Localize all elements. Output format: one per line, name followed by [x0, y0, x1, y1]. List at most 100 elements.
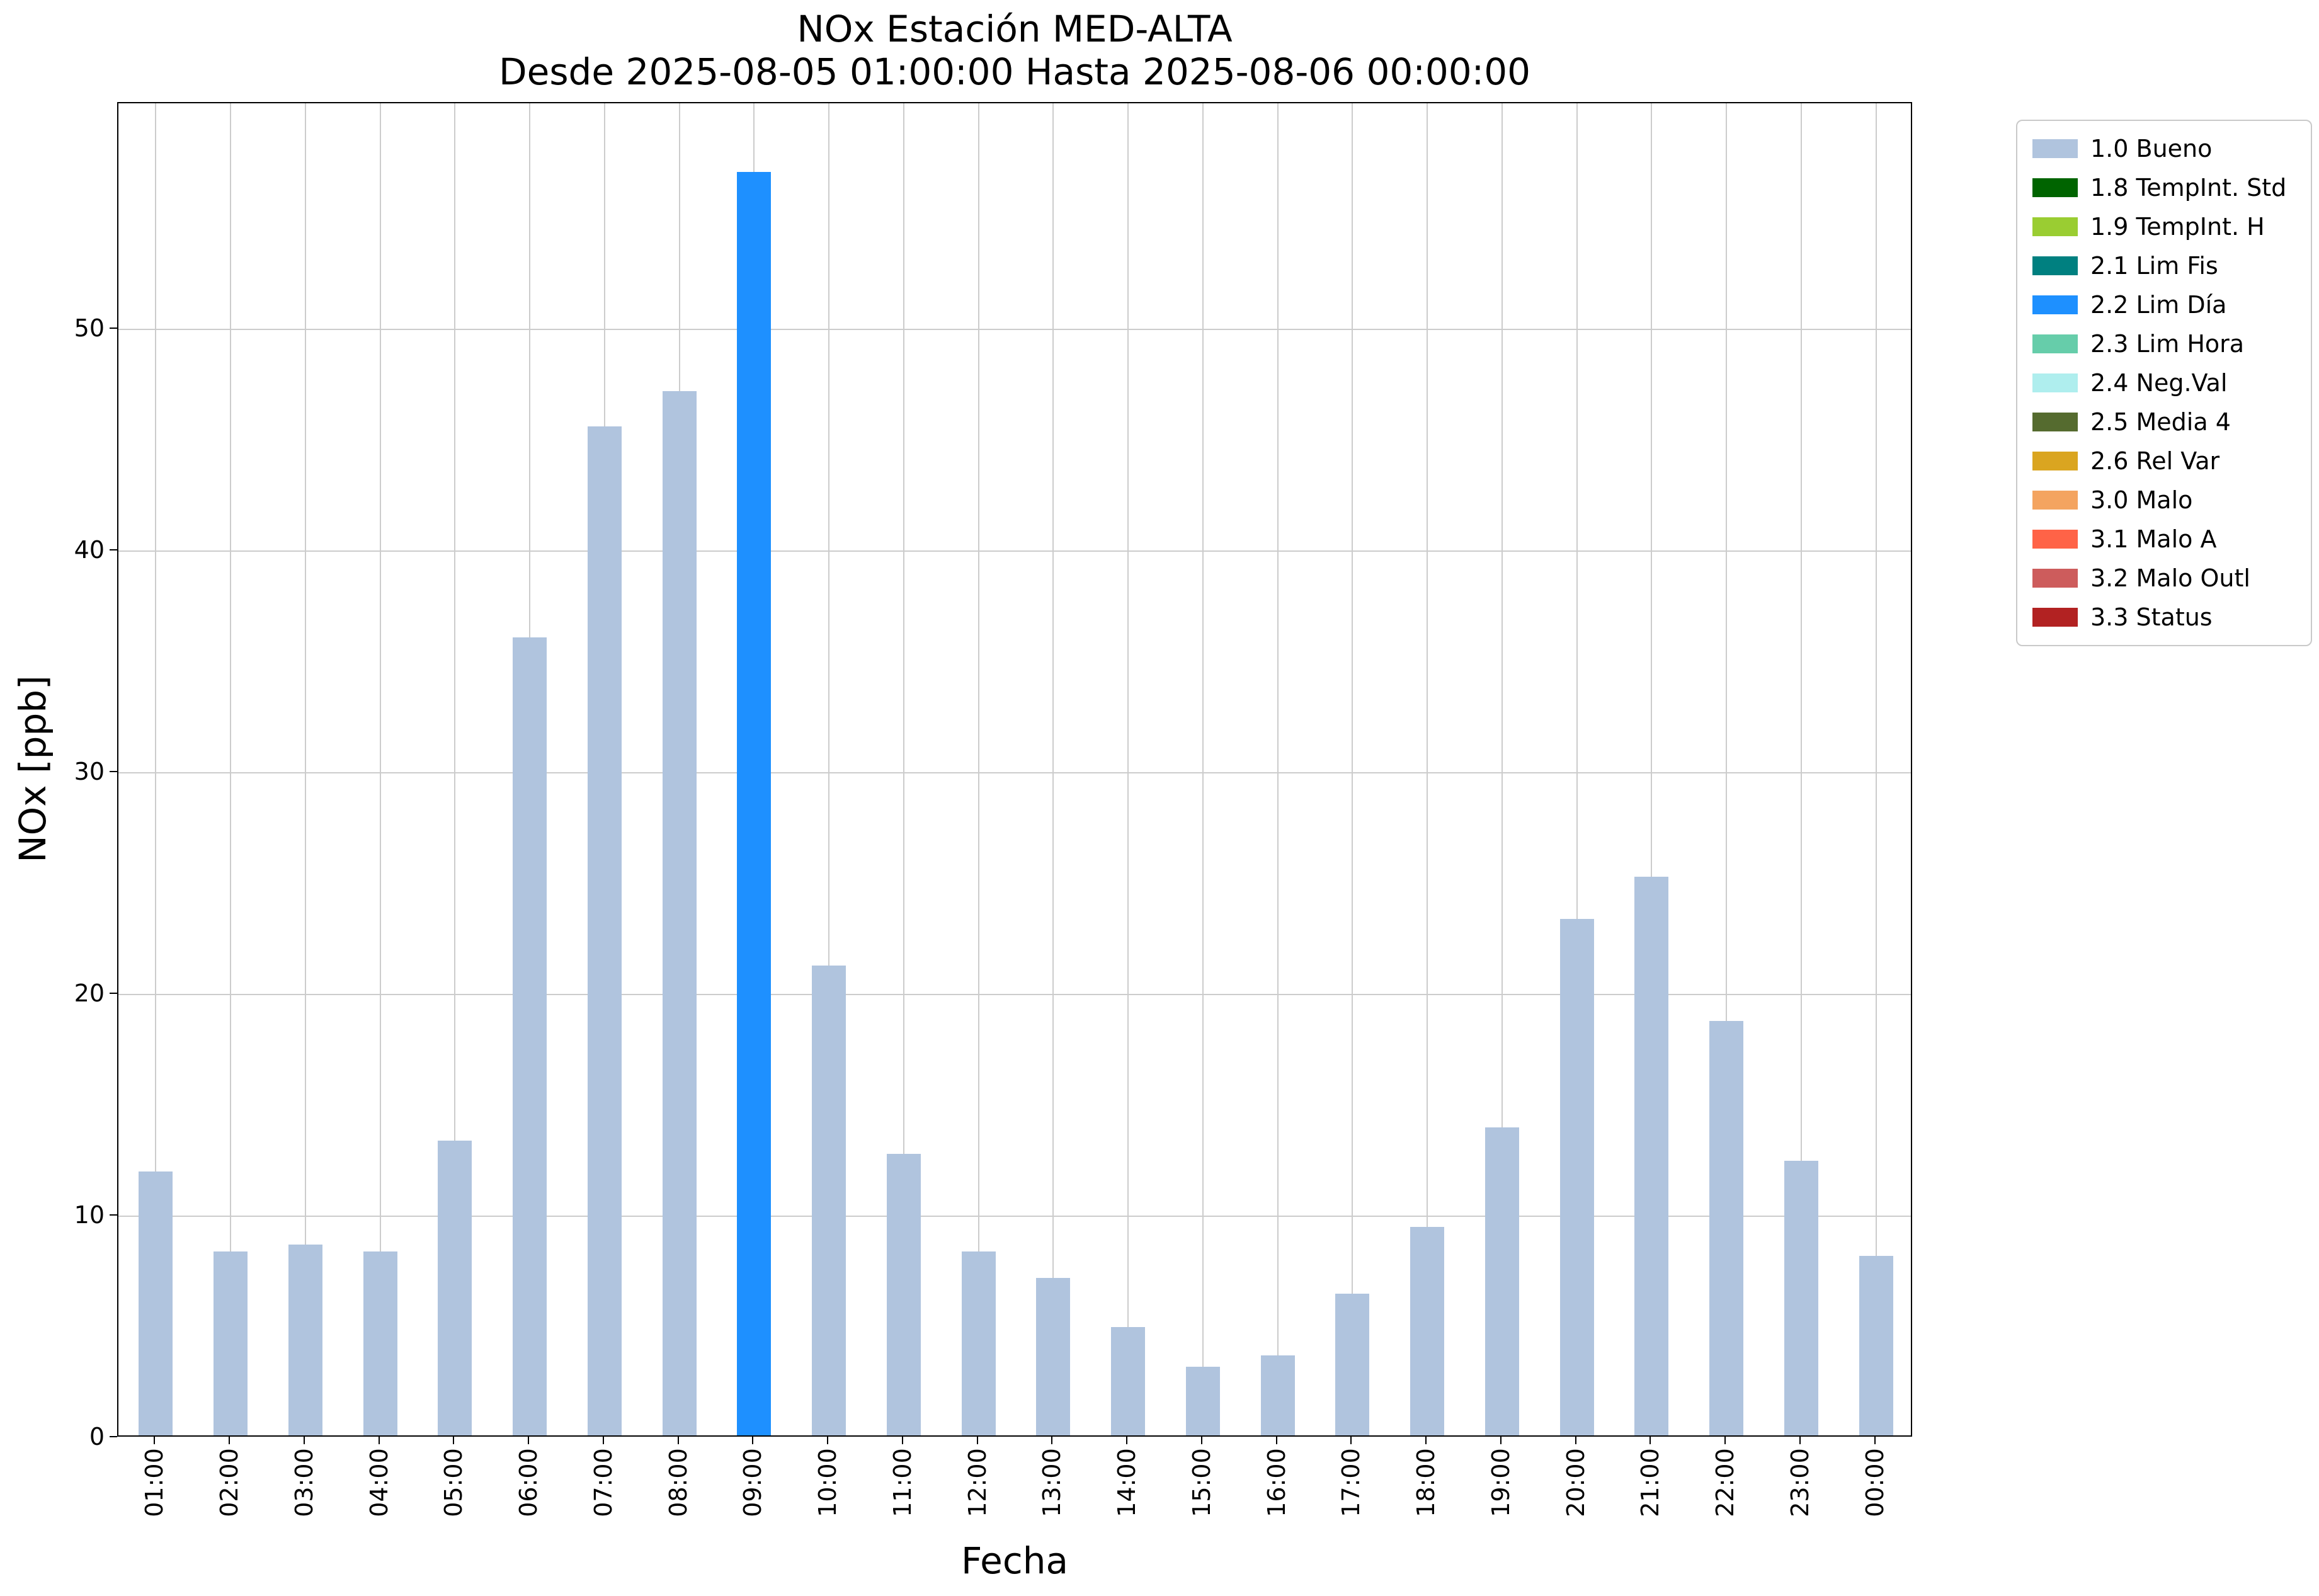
legend-item: 1.9 TempInt. H: [2032, 213, 2296, 241]
legend-color-swatch: [2032, 295, 2078, 314]
v-gridline: [1651, 103, 1653, 1435]
v-gridline: [1800, 103, 1802, 1435]
x-tick-mark: [528, 1437, 530, 1444]
x-tick-label: 22:00: [1711, 1448, 1740, 1517]
v-gridline: [977, 103, 979, 1435]
chart-title: NOx Estación MED-ALTA: [797, 8, 1233, 50]
x-tick-label: 08:00: [664, 1448, 692, 1517]
x-tick-label: 02:00: [215, 1448, 244, 1517]
y-tick-label: 0: [89, 1423, 105, 1451]
bar-22:00: [1709, 1020, 1744, 1435]
x-tick-label: 18:00: [1412, 1448, 1440, 1517]
v-gridline: [1127, 103, 1129, 1435]
bar-00:00: [1859, 1255, 1893, 1435]
legend-color-swatch: [2032, 569, 2078, 588]
bar-15:00: [1185, 1366, 1220, 1435]
legend-item-label: 1.0 Bueno: [2090, 135, 2213, 162]
y-tick-label: 50: [74, 314, 105, 343]
x-tick-label: 21:00: [1636, 1448, 1665, 1517]
x-tick-label: 05:00: [440, 1448, 468, 1517]
legend-color-swatch: [2032, 139, 2078, 158]
x-tick-mark: [1051, 1437, 1053, 1444]
x-tick-mark: [752, 1437, 754, 1444]
bar-23:00: [1784, 1160, 1818, 1435]
x-axis-label: Fecha: [960, 1539, 1069, 1582]
x-tick-label: 20:00: [1561, 1448, 1590, 1517]
legend-item: 2.2 Lim Día: [2032, 291, 2296, 319]
bar-21:00: [1634, 876, 1669, 1435]
legend-item-label: 3.0 Malo: [2090, 486, 2193, 514]
chart-subtitle: Desde 2025-08-05 01:00:00 Hasta 2025-08-…: [498, 50, 1531, 94]
x-tick-label: 16:00: [1262, 1448, 1291, 1517]
bar-11:00: [886, 1153, 921, 1435]
legend-color-swatch: [2032, 413, 2078, 431]
v-gridline: [1576, 103, 1578, 1435]
x-tick-mark: [1799, 1437, 1801, 1444]
v-gridline: [1501, 103, 1503, 1435]
bar-18:00: [1410, 1227, 1445, 1435]
v-gridline: [1875, 103, 1877, 1435]
legend-item-label: 3.2 Malo Outl: [2090, 564, 2250, 592]
legend-color-swatch: [2032, 334, 2078, 353]
v-gridline: [1352, 103, 1353, 1435]
x-tick-label: 04:00: [365, 1448, 393, 1517]
legend-item: 2.1 Lim Fis: [2032, 252, 2296, 280]
plot-area: [117, 102, 1912, 1437]
legend-item-label: 1.9 TempInt. H: [2090, 213, 2265, 241]
bar-02:00: [214, 1251, 248, 1435]
x-tick-mark: [378, 1437, 380, 1444]
x-tick-mark: [827, 1437, 829, 1444]
legend-color-swatch: [2032, 530, 2078, 549]
legend-item-label: 2.1 Lim Fis: [2090, 252, 2218, 280]
legend-item-label: 3.1 Malo A: [2090, 525, 2217, 553]
y-tick-mark: [110, 993, 117, 994]
x-tick-mark: [229, 1437, 231, 1444]
y-axis-label: NOx [ppb]: [11, 675, 54, 863]
legend-item: 2.3 Lim Hora: [2032, 330, 2296, 358]
x-tick-label: 15:00: [1187, 1448, 1216, 1517]
legend-item-label: 2.3 Lim Hora: [2090, 330, 2245, 358]
legend-item: 3.0 Malo: [2032, 486, 2296, 514]
legend-item: 1.8 TempInt. Std: [2032, 174, 2296, 202]
bar-16:00: [1260, 1355, 1295, 1435]
x-tick-mark: [303, 1437, 305, 1444]
bar-12:00: [961, 1251, 996, 1435]
legend-item-label: 2.6 Rel Var: [2090, 447, 2220, 475]
legend-color-swatch: [2032, 373, 2078, 392]
bar-14:00: [1111, 1326, 1146, 1435]
bar-03:00: [288, 1245, 322, 1435]
legend: 1.0 Bueno 1.8 TempInt. Std 1.9 TempInt. H 2…: [2016, 120, 2312, 646]
legend-color-swatch: [2032, 491, 2078, 510]
x-tick-mark: [677, 1437, 679, 1444]
y-tick-mark: [110, 328, 117, 329]
x-tick-label: 01:00: [140, 1448, 169, 1517]
x-tick-label: 00:00: [1860, 1448, 1889, 1517]
x-tick-mark: [1200, 1437, 1202, 1444]
x-tick-mark: [1500, 1437, 1501, 1444]
legend-item: 3.3 Status: [2032, 603, 2296, 631]
x-tick-mark: [1126, 1437, 1128, 1444]
x-tick-mark: [1650, 1437, 1651, 1444]
x-tick-mark: [1350, 1437, 1352, 1444]
h-gridline: [118, 329, 1911, 331]
legend-color-swatch: [2032, 217, 2078, 236]
chart-title-block: NOx Estación MED-ALTA Desde 2025-08-05 0…: [117, 8, 1912, 94]
x-tick-label: 17:00: [1337, 1448, 1365, 1517]
v-gridline: [828, 103, 830, 1435]
y-tick-mark: [110, 549, 117, 551]
x-tick-label: 13:00: [1038, 1448, 1066, 1517]
bar-10:00: [812, 965, 846, 1435]
legend-color-swatch: [2032, 608, 2078, 627]
bar-17:00: [1335, 1293, 1370, 1435]
y-tick-mark: [110, 1436, 117, 1437]
legend-item: 3.1 Malo A: [2032, 525, 2296, 553]
v-gridline: [155, 103, 157, 1435]
bar-08:00: [662, 391, 697, 1435]
legend-color-swatch: [2032, 256, 2078, 275]
x-tick-mark: [1575, 1437, 1576, 1444]
x-tick-label: 14:00: [1113, 1448, 1141, 1517]
h-gridline: [118, 994, 1911, 995]
x-tick-mark: [1724, 1437, 1726, 1444]
legend-item-label: 2.2 Lim Día: [2090, 291, 2227, 319]
